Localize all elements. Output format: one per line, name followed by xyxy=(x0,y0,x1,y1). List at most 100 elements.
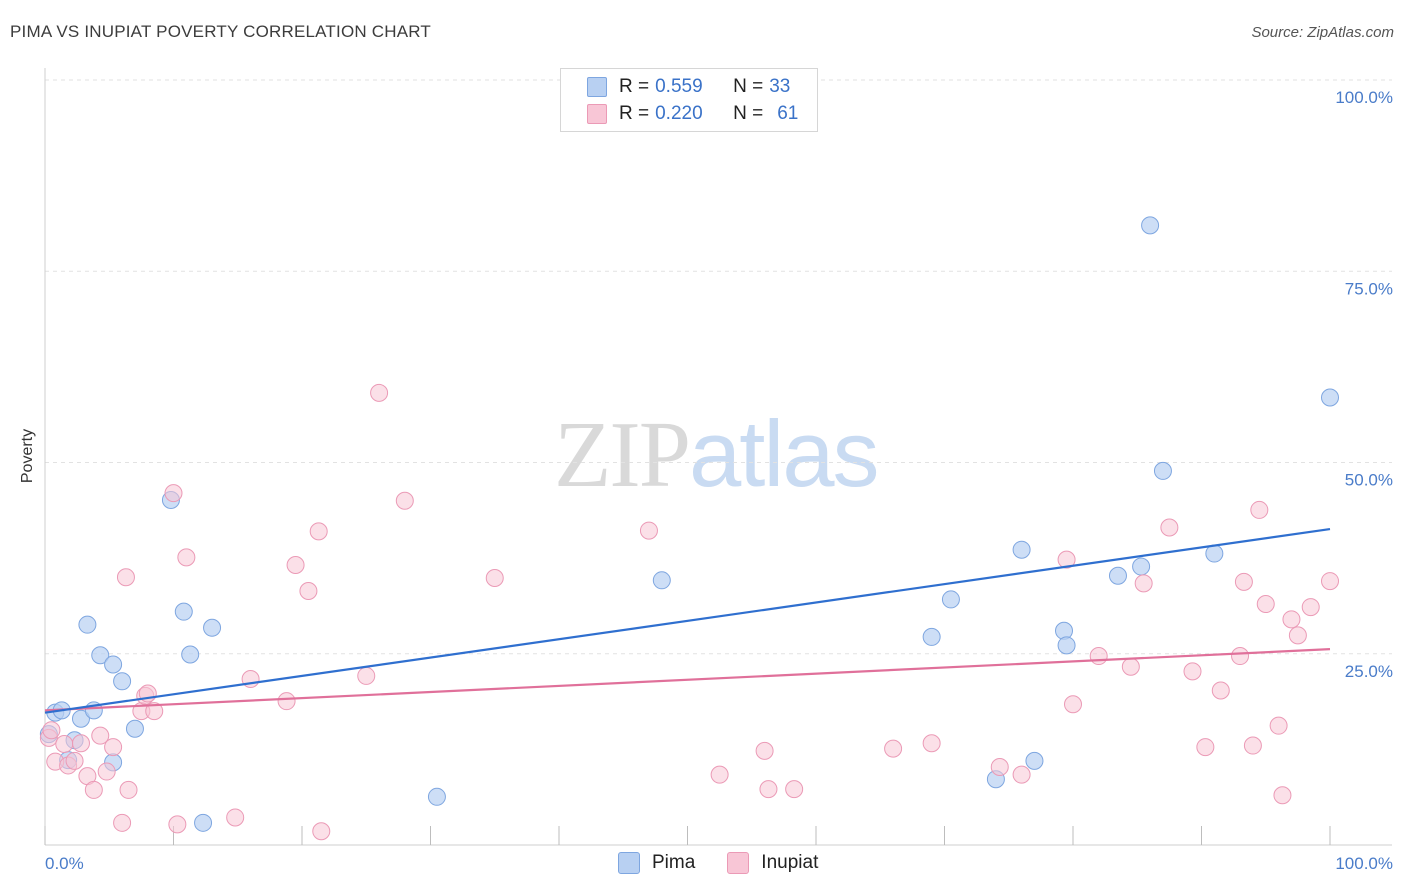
inupiat-point xyxy=(119,780,138,799)
source-label: Source: ZipAtlas.com xyxy=(1251,24,1394,41)
pima-point xyxy=(71,709,90,728)
inupiat-point xyxy=(97,762,116,781)
pima-point xyxy=(1012,540,1031,559)
inupiat-point xyxy=(309,522,328,541)
x-tick-label: 100.0% xyxy=(1335,854,1393,873)
pima-point xyxy=(1132,557,1151,576)
axes xyxy=(44,68,1392,846)
inupiat-point xyxy=(113,813,132,832)
inupiat-point xyxy=(277,692,296,711)
y-tick-label: 25.0% xyxy=(1345,662,1393,681)
inupiat-point xyxy=(1057,550,1076,569)
inupiat-point xyxy=(639,521,658,540)
inupiat-point xyxy=(299,582,318,601)
inupiat-point xyxy=(65,751,84,770)
pima-point xyxy=(113,672,132,691)
watermark: ZIPatlas xyxy=(554,400,880,509)
inupiat-point xyxy=(1256,595,1275,614)
inupiat-point xyxy=(1301,598,1320,617)
inupiat-point xyxy=(91,726,110,745)
pima-point xyxy=(1141,216,1160,235)
inupiat-point xyxy=(1064,695,1082,714)
inupiat-point xyxy=(1134,574,1153,593)
inupiat-point xyxy=(485,569,504,588)
pima-points xyxy=(39,216,1339,832)
watermark-zip: ZIP xyxy=(554,403,691,507)
y-tick-label: 50.0% xyxy=(1345,471,1393,490)
pima-point xyxy=(104,655,123,674)
inupiat-point xyxy=(759,780,778,799)
legend-row-inupiat: R = 0.220 N = 61 xyxy=(587,102,798,126)
pima-point xyxy=(194,813,213,832)
legend-n-value: 33 xyxy=(769,76,791,97)
inupiat-point xyxy=(84,780,103,799)
inupiat-point xyxy=(1012,765,1031,784)
inupiat-point xyxy=(990,757,1009,776)
inupiat-point xyxy=(1273,786,1292,805)
watermark-atlas: atlas xyxy=(689,401,880,506)
legend-item-pima: Pima xyxy=(618,852,695,874)
pima-point xyxy=(1205,544,1224,563)
pima-point xyxy=(922,627,941,646)
pima-point xyxy=(941,590,960,609)
inupiat-swatch xyxy=(727,852,750,874)
y-tick-label: 75.0% xyxy=(1345,279,1393,298)
inupiat-point xyxy=(395,491,414,510)
inupiat-point xyxy=(177,548,196,567)
inupiat-point xyxy=(1243,736,1262,755)
pima-point xyxy=(1057,636,1076,655)
legend-n-value: 61 xyxy=(777,103,799,124)
trend-lines xyxy=(44,527,1331,714)
inupiat-point xyxy=(116,568,135,587)
correlation-legend: R = 0.559 N = 33 R = 0.220 N = 61 xyxy=(560,68,818,132)
inupiat-point xyxy=(357,666,376,685)
inupiat-point xyxy=(1234,572,1253,591)
legend-n-label: N = xyxy=(733,103,764,124)
legend-r-label: R = xyxy=(619,76,650,97)
pima-point xyxy=(174,602,193,621)
pima-point xyxy=(1025,751,1044,770)
pima-point xyxy=(203,618,222,637)
pima-point xyxy=(1108,566,1127,585)
legend-item-inupiat: Inupiat xyxy=(727,852,818,874)
pima-point xyxy=(78,615,97,634)
legend-r-label: R = xyxy=(619,103,650,124)
pima-point xyxy=(125,719,144,738)
inupiat-point xyxy=(1269,716,1288,735)
inupiat-swatch xyxy=(587,104,607,124)
pima-point xyxy=(427,787,446,806)
inupiat-point xyxy=(286,556,305,575)
y-tick-label: 100.0% xyxy=(1335,88,1393,107)
pima-trend-line xyxy=(44,527,1331,714)
inupiat-point xyxy=(755,741,774,760)
legend-row-pima: R = 0.559 N = 33 xyxy=(587,75,790,99)
pima-point xyxy=(91,646,110,665)
legend-r-value: 0.220 xyxy=(655,103,703,124)
inupiat-points xyxy=(39,383,1339,841)
pima-point xyxy=(652,571,671,590)
series-legend: Pima Inupiat xyxy=(618,852,850,874)
inupiat-point xyxy=(1183,662,1202,681)
inupiat-point xyxy=(145,702,164,721)
pima-point xyxy=(1153,461,1172,480)
pima-swatch xyxy=(618,852,640,874)
legend-n-label: N = xyxy=(733,76,764,97)
inupiat-point xyxy=(1211,681,1230,700)
inupiat-point xyxy=(1196,738,1215,757)
inupiat-point xyxy=(104,738,123,757)
inupiat-point xyxy=(1089,647,1108,666)
inupiat-point xyxy=(1121,657,1140,676)
chart-title: PIMA VS INUPIAT POVERTY CORRELATION CHAR… xyxy=(10,22,432,41)
inupiat-point xyxy=(312,822,331,841)
legend-label-inupiat: Inupiat xyxy=(761,852,819,873)
inupiat-point xyxy=(1282,610,1301,629)
legend-label-pima: Pima xyxy=(652,852,696,873)
inupiat-point xyxy=(168,815,187,834)
inupiat-point xyxy=(785,780,804,799)
inupiat-point xyxy=(71,734,90,753)
pima-point xyxy=(181,645,200,664)
inupiat-trend-line xyxy=(44,648,1331,712)
inupiat-point xyxy=(884,739,903,758)
inupiat-point xyxy=(226,808,245,827)
